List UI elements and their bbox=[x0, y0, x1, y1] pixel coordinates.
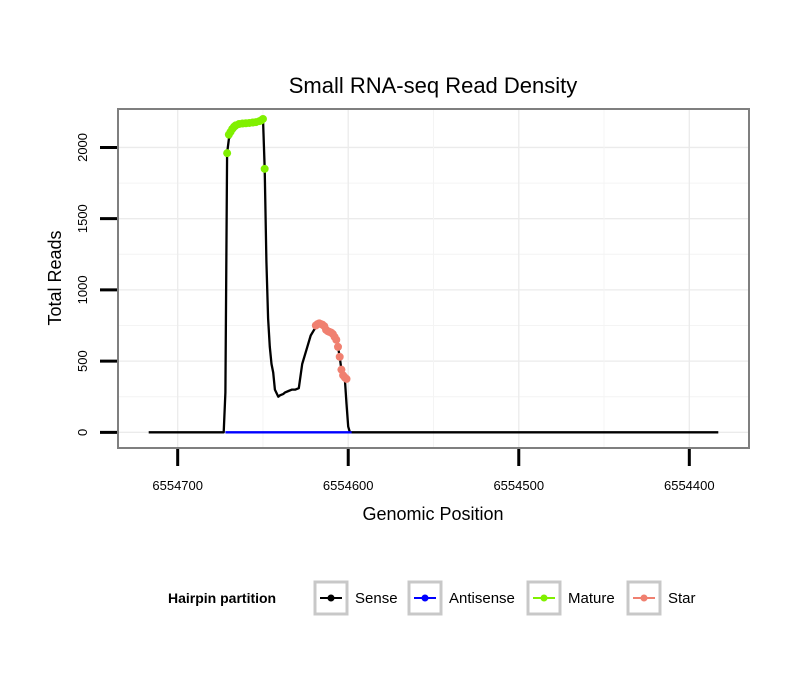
legend-label-star: Star bbox=[668, 590, 696, 607]
legend: Hairpin partition Sense Antisense Mature St… bbox=[168, 580, 696, 616]
legend-key-point-mature bbox=[540, 594, 548, 602]
data-point-star bbox=[333, 342, 342, 351]
x-tick-label: 6554600 bbox=[323, 478, 374, 493]
y-tick-label: 2000 bbox=[75, 133, 90, 162]
legend-label-antisense: Antisense bbox=[449, 590, 515, 607]
y-axis-title: Total Reads bbox=[45, 230, 65, 325]
y-tick-label: 1000 bbox=[75, 275, 90, 304]
legend-key-point-antisense bbox=[421, 594, 429, 602]
data-point-star bbox=[342, 374, 351, 383]
legend-key-point-sense bbox=[327, 594, 335, 602]
data-point-mature bbox=[258, 114, 267, 123]
legend-item-sense: Sense bbox=[313, 580, 398, 616]
chart-title: Small RNA-seq Read Density bbox=[289, 73, 578, 98]
legend-label-mature: Mature bbox=[568, 590, 615, 607]
x-tick-label: 6554700 bbox=[152, 478, 203, 493]
legend-item-antisense: Antisense bbox=[407, 580, 515, 616]
y-tick-label: 1500 bbox=[75, 204, 90, 233]
x-tick-label: 6554500 bbox=[493, 478, 544, 493]
legend-item-star: Star bbox=[626, 580, 696, 616]
legend-key-point-star bbox=[640, 594, 648, 602]
series bbox=[148, 114, 719, 434]
axes: 0 500 1000 1500 2000 6554700 6554600 6554500 655… bbox=[75, 133, 715, 493]
data-point-mature bbox=[260, 164, 269, 173]
legend-item-mature: Mature bbox=[526, 580, 615, 616]
x-tick-label: 6554400 bbox=[664, 478, 715, 493]
legend-title: Hairpin partition bbox=[168, 590, 276, 606]
legend-label-sense: Sense bbox=[355, 590, 398, 607]
x-axis-title: Genomic Position bbox=[362, 504, 503, 524]
data-point-star bbox=[335, 352, 344, 361]
data-point-mature bbox=[223, 149, 232, 158]
y-tick-label: 500 bbox=[75, 350, 90, 372]
y-tick-label: 0 bbox=[75, 429, 90, 436]
data-point-star bbox=[332, 335, 341, 344]
